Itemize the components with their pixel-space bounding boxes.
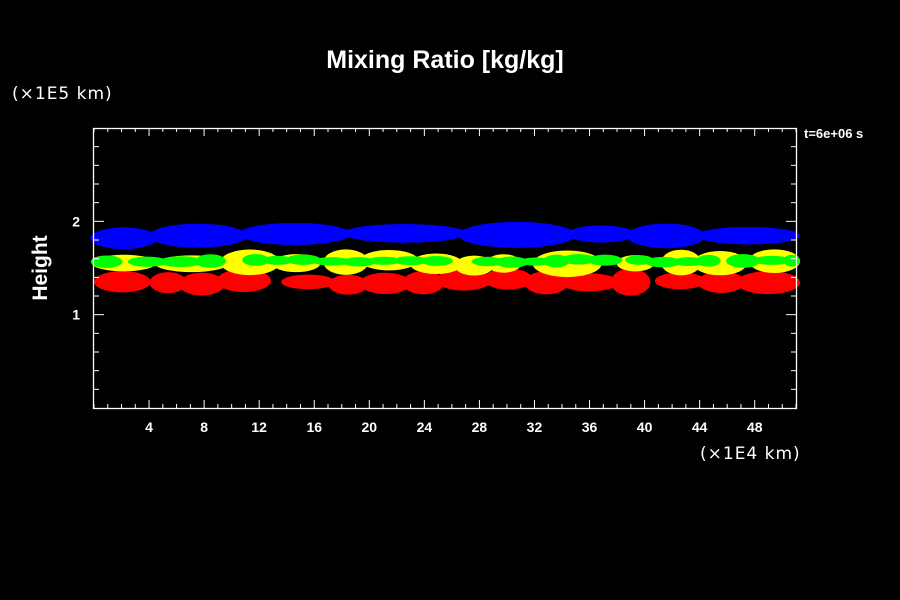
x-tick-label: 40 (637, 419, 653, 435)
mixing-ratio-blob (560, 273, 619, 292)
x-tick-label: 4 (145, 419, 153, 435)
x-tick-label: 12 (251, 419, 267, 435)
time-stamp-label: t=6e+06 s (804, 126, 864, 141)
mixing-ratio-blob (159, 256, 204, 268)
x-tick-label: 20 (362, 419, 378, 435)
mixing-ratio-blob (696, 226, 800, 245)
x-tick-label: 28 (472, 419, 488, 435)
mixing-ratio-blob (783, 254, 800, 267)
mixing-ratio-blob (420, 255, 453, 266)
mixing-ratio-blob (242, 254, 270, 266)
mixing-ratio-blob (94, 271, 151, 293)
mixing-ratio-blob (90, 255, 123, 268)
mixing-ratio-blob (561, 254, 597, 265)
mixing-ratio-field (90, 221, 801, 296)
mixing-ratio-blob (654, 272, 706, 290)
x-tick-label: 48 (747, 419, 763, 435)
mixing-ratio-blob (367, 256, 402, 265)
mixing-ratio-blob (238, 222, 351, 245)
y-axis-unit-label: (×1E5 km) (12, 84, 113, 104)
x-axis-unit-label: (×1E4 km) (700, 444, 801, 464)
plot-frame (92, 127, 798, 410)
mixing-ratio-blob (402, 271, 444, 295)
mixing-ratio-blob (393, 256, 429, 266)
mixing-ratio-blob (697, 271, 745, 293)
mixing-ratio-blob (342, 224, 467, 243)
x-tick-label: 36 (582, 419, 598, 435)
mixing-ratio-blob (285, 254, 321, 265)
mixing-ratio-blob (178, 272, 225, 296)
mixing-ratio-blob (149, 223, 247, 248)
mixing-ratio-blob (736, 271, 801, 295)
chart-title: Mixing Ratio [kg/kg] (326, 46, 564, 74)
x-tick-label: 24 (417, 419, 433, 435)
mixing-ratio-blob (458, 221, 576, 248)
x-tick-label: 44 (692, 419, 708, 435)
y-tick-label: 2 (72, 213, 80, 229)
mixing-ratio-blob (495, 256, 529, 268)
mixing-ratio-blob (312, 257, 351, 266)
x-tick-label: 32 (527, 419, 543, 435)
mixing-ratio-blob (90, 227, 158, 250)
mixing-ratio-blob (261, 255, 294, 265)
mixing-ratio-blob (195, 254, 226, 268)
mixing-ratio-blob (328, 274, 368, 295)
mixing-ratio-blob (149, 272, 187, 294)
x-tick-label: 16 (306, 419, 322, 435)
mixing-ratio-blob (610, 268, 651, 296)
x-tick-label: 8 (200, 419, 208, 435)
mixing-ratio-blob (567, 225, 635, 243)
mixing-ratio-blob (645, 256, 682, 268)
mixing-ratio-blob (471, 256, 504, 267)
mixing-ratio-blob (524, 271, 569, 295)
y-tick-label: 1 (72, 307, 80, 323)
mixing-ratio-blob (216, 269, 271, 293)
mixing-ratio-blob (281, 274, 336, 290)
mixing-ratio-blob (127, 256, 168, 267)
mixing-ratio-blob (588, 254, 623, 266)
mixing-ratio-blob (342, 257, 376, 267)
mixing-ratio-blob (626, 223, 705, 249)
mixing-ratio-blob (520, 257, 552, 266)
mixing-ratio-blob (752, 255, 792, 265)
mixing-ratio-blob (359, 272, 411, 295)
mixing-ratio-blob (726, 254, 761, 268)
mixing-ratio-blob (484, 268, 533, 290)
mixing-ratio-blob (695, 254, 721, 267)
